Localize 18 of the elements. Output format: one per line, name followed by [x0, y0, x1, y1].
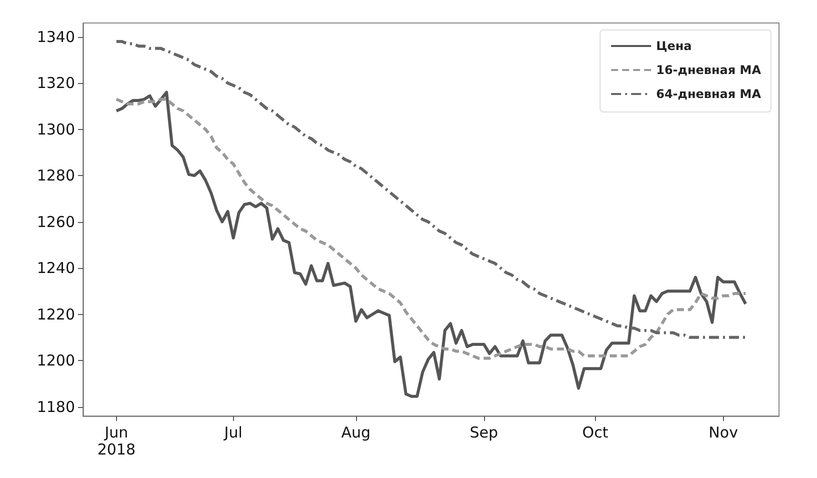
- legend-label: Цена: [656, 39, 692, 53]
- y-tick-label: 1340: [36, 28, 75, 46]
- x-tick-label: Aug: [341, 424, 370, 442]
- x-tick-label: Jul: [223, 424, 242, 442]
- y-tick-label: 1280: [36, 166, 75, 185]
- x-tick-label: Jun 2018: [97, 424, 136, 458]
- x-tick-label: Oct: [582, 424, 608, 442]
- y-tick-label: 1220: [36, 305, 75, 324]
- y-tick-label: 1300: [36, 120, 75, 138]
- y-tick-label: 1260: [36, 212, 75, 231]
- legend-label: 16-дневная MA: [656, 63, 762, 77]
- y-tick-label: 1320: [36, 74, 75, 92]
- legend-label: 64-дневная MA: [656, 87, 762, 101]
- y-tick-label: 1200: [36, 352, 75, 370]
- y-tick-label: 1240: [36, 259, 75, 278]
- y-tick-label: 1180: [36, 398, 75, 416]
- x-tick-label: Sep: [470, 424, 498, 442]
- x-tick-label: Nov: [708, 424, 738, 442]
